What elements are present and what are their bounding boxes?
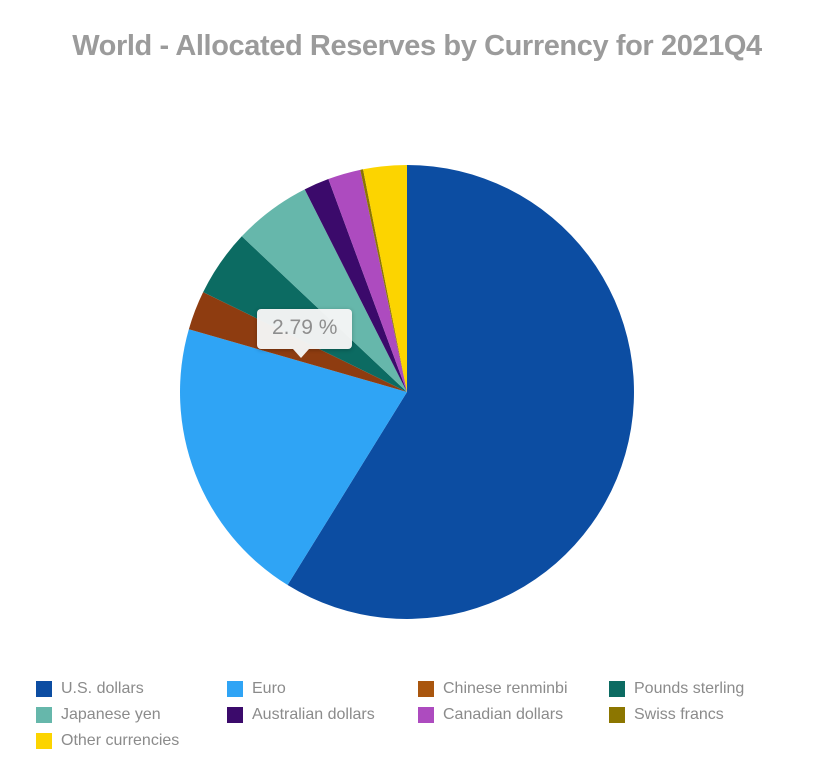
tooltip-value: 2.79 %	[272, 316, 338, 339]
chart-title: World - Allocated Reserves by Currency f…	[72, 30, 762, 62]
legend-swatch-icon	[418, 681, 434, 697]
pie-slice-euro[interactable]	[180, 329, 407, 586]
tooltip: 2.79 %	[257, 309, 353, 358]
legend-swatch-icon	[227, 681, 243, 697]
pie-slice-australian-dollars[interactable]	[304, 179, 407, 392]
legend-swatch-icon	[609, 707, 625, 723]
legend-item-pounds-sterling[interactable]: Pounds sterling	[609, 676, 800, 702]
legend-swatch-icon	[609, 681, 625, 697]
legend-label: U.S. dollars	[61, 680, 144, 697]
tooltip-arrow-icon	[293, 349, 309, 358]
legend-swatch-icon	[36, 707, 52, 723]
legend-item-other-currencies[interactable]: Other currencies	[36, 728, 227, 754]
legend-label: Swiss francs	[634, 706, 724, 723]
pie-slice-u-s-dollars[interactable]	[287, 165, 634, 619]
legend-label: Japanese yen	[61, 706, 161, 723]
legend-swatch-icon	[418, 707, 434, 723]
legend-item-u-s-dollars[interactable]: U.S. dollars	[36, 676, 227, 702]
legend-swatch-icon	[36, 733, 52, 749]
legend-label: Euro	[252, 680, 286, 697]
pie-slice-canadian-dollars[interactable]	[328, 169, 407, 392]
pie-slice-swiss-francs[interactable]	[360, 169, 407, 392]
legend-item-euro[interactable]: Euro	[227, 676, 418, 702]
pie-slice-other-currencies[interactable]	[363, 165, 407, 392]
legend-item-chinese-renminbi[interactable]: Chinese renminbi	[418, 676, 609, 702]
legend-label: Other currencies	[61, 732, 180, 749]
legend-item-australian-dollars[interactable]: Australian dollars	[227, 702, 418, 728]
legend-label: Canadian dollars	[443, 706, 564, 723]
legend-swatch-icon	[227, 707, 243, 723]
legend-label: Pounds sterling	[634, 680, 745, 697]
legend-label: Australian dollars	[252, 706, 375, 723]
legend-item-swiss-francs[interactable]: Swiss francs	[609, 702, 800, 728]
legend-item-japanese-yen[interactable]: Japanese yen	[36, 702, 227, 728]
pie-slice-japanese-yen[interactable]	[241, 189, 407, 392]
legend-swatch-icon	[36, 681, 52, 697]
legend-item-canadian-dollars[interactable]: Canadian dollars	[418, 702, 609, 728]
pie-chart[interactable]	[180, 165, 634, 619]
legend-label: Chinese renminbi	[443, 680, 568, 697]
legend: U.S. dollars Euro Chinese renminbi Pounds s…	[36, 676, 800, 754]
